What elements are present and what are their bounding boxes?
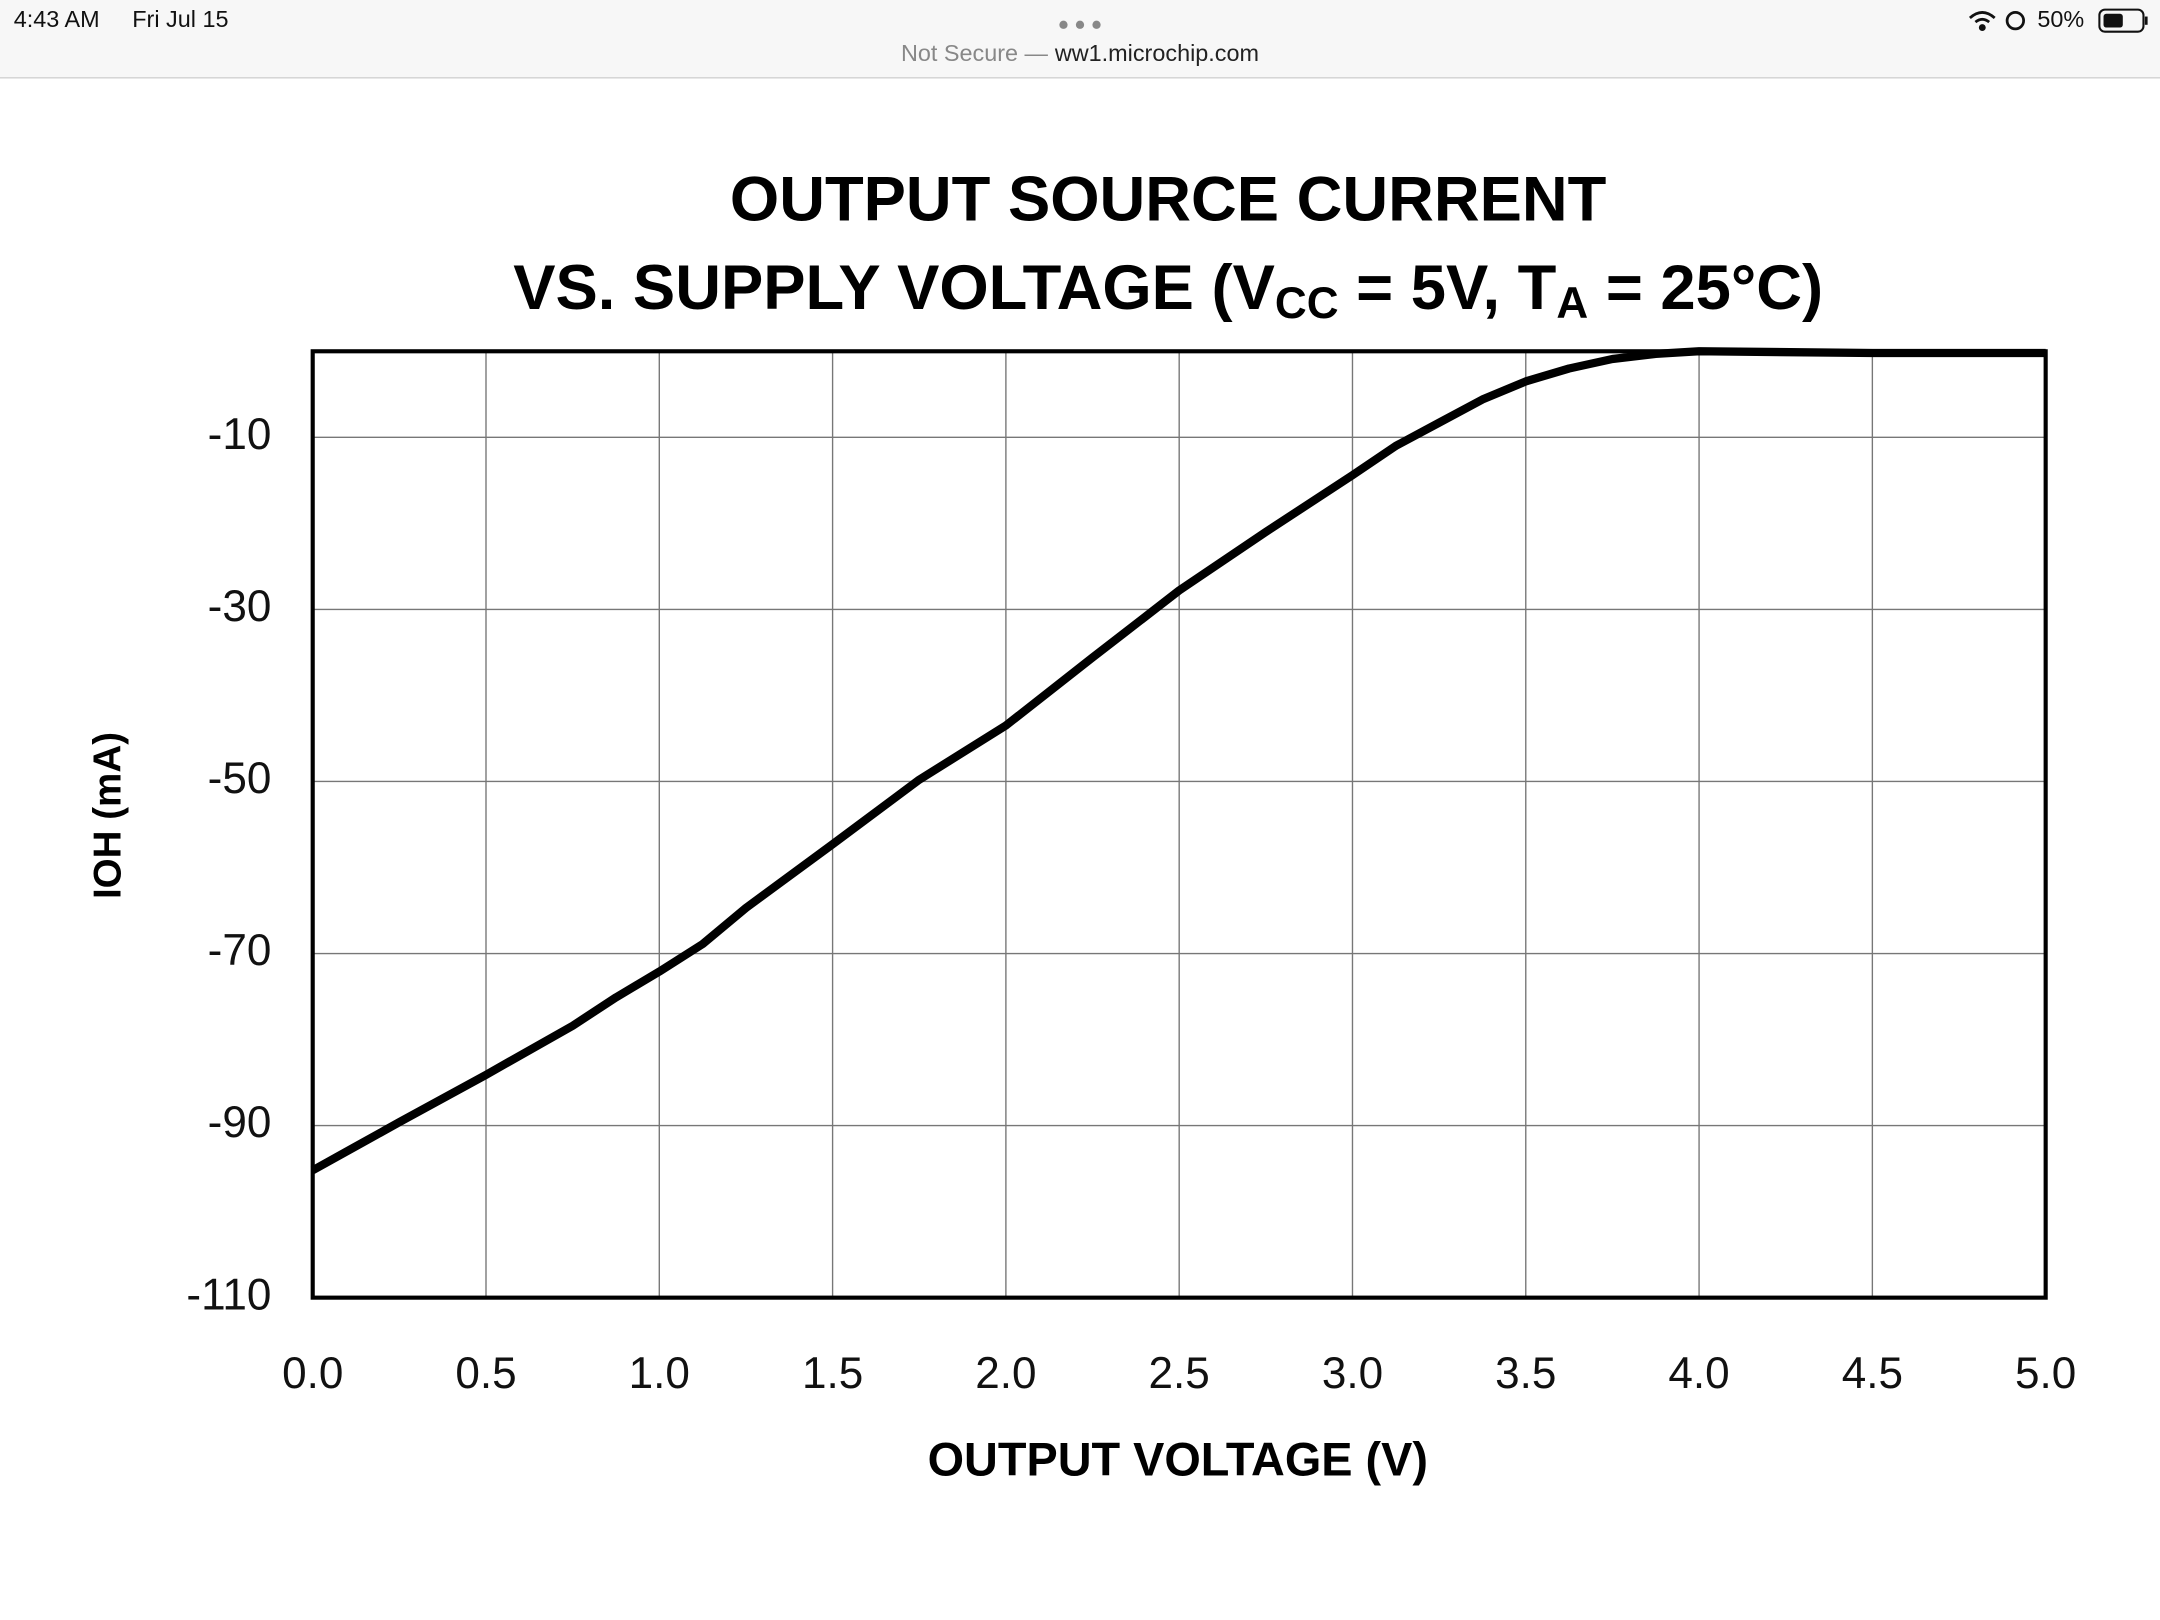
battery-text: 50%	[2037, 6, 2084, 32]
y-tick-label: -70	[208, 926, 272, 975]
y-tick-label: -10	[208, 410, 272, 459]
x-tick-label: 5.0	[2015, 1349, 2076, 1398]
battery-cap	[2144, 16, 2148, 25]
y-tick-label: -30	[208, 582, 272, 631]
x-tick-label: 1.0	[629, 1349, 690, 1398]
x-tick-label: 1.5	[802, 1349, 863, 1398]
x-tick-label: 2.5	[1149, 1349, 1210, 1398]
x-tick-label: 3.5	[1495, 1349, 1556, 1398]
y-axis-label: IOH (mA)	[86, 732, 129, 899]
subtitle-part: VS. SUPPLY VOLTAGE (V	[513, 253, 1275, 323]
dot	[1092, 20, 1101, 29]
browser-bar	[0, 0, 2160, 78]
dot	[1075, 20, 1085, 29]
plot-frame	[310, 349, 2048, 1300]
host: ww1.microchip.com	[1054, 40, 1259, 66]
tab-menu[interactable]	[1059, 20, 1101, 29]
chart-title: OUTPUT SOURCE CURRENT	[730, 165, 1607, 235]
x-tick-label: 0.0	[282, 1349, 343, 1398]
wifi-icon	[1968, 11, 1996, 31]
x-tick-label: 4.5	[1842, 1349, 1903, 1398]
address[interactable]: Not Secure — ww1.microchip.com	[901, 40, 1259, 66]
security: Not Secure —	[901, 40, 1049, 66]
x-axis-label: OUTPUT VOLTAGE (V)	[928, 1433, 1428, 1485]
subtitle-sub: A	[1556, 278, 1588, 327]
y-tick-label: -110	[186, 1270, 271, 1319]
subtitle-sub: CC	[1275, 278, 1339, 327]
y-tick-label: -90	[208, 1098, 272, 1147]
chart-subtitle: VS. SUPPLY VOLTAGE (VCC = 5V, TA = 25°C)	[513, 253, 1823, 328]
battery-level	[2103, 13, 2123, 28]
wifi-arc	[1974, 17, 1991, 24]
x-tick-label: 2.0	[975, 1349, 1036, 1398]
x-tick-label: 3.0	[1322, 1349, 1383, 1398]
data-line	[310, 347, 2046, 1174]
status-date: Fri Jul 15	[132, 6, 228, 32]
lock-icon	[2005, 11, 2025, 31]
subtitle-part: = 25°C)	[1588, 253, 1823, 323]
y-tick-label: -50	[208, 754, 272, 803]
subtitle-part: = 5V, T	[1339, 253, 1557, 323]
dot	[1059, 20, 1068, 29]
x-tick-label: 4.0	[1668, 1349, 1729, 1398]
status-time: 4:43 AM	[14, 6, 100, 32]
battery-outline	[2098, 8, 2145, 33]
wifi-arc	[1968, 11, 1996, 19]
x-tick-label: 0.5	[455, 1349, 516, 1398]
wifi-dot	[1978, 24, 1986, 31]
